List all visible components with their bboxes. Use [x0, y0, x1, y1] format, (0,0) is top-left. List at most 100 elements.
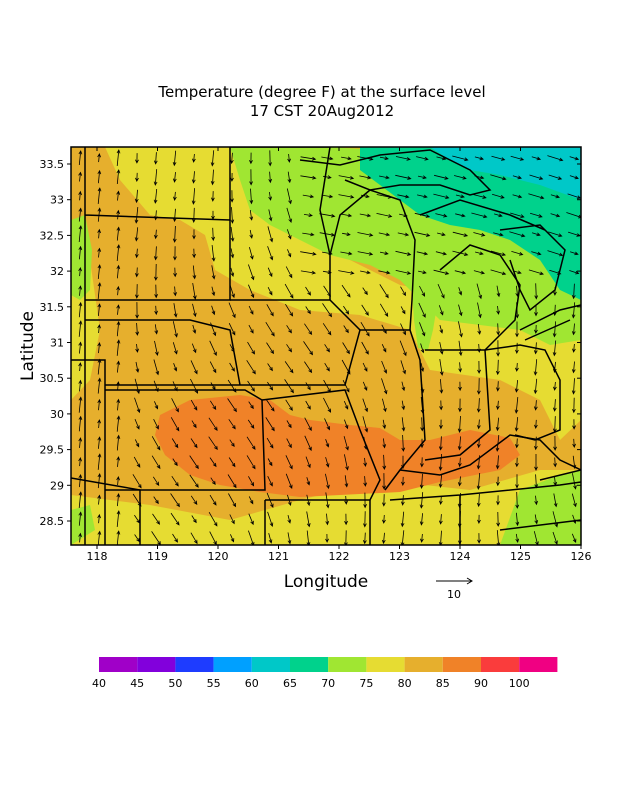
- wind-vector: [78, 285, 83, 296]
- temperature-field: [71, 147, 581, 545]
- wind-vector: [192, 283, 197, 300]
- wind-vector: [529, 212, 543, 218]
- wind-vector: [211, 191, 215, 202]
- wind-vector: [322, 270, 332, 275]
- wind-vector: [227, 398, 237, 413]
- wind-vector: [208, 436, 218, 451]
- wind-vector: [230, 190, 234, 203]
- wind-vector: [192, 265, 197, 280]
- wind-vector: [340, 213, 353, 218]
- wind-vector: [172, 533, 178, 543]
- wind-vector: [246, 455, 256, 470]
- wind-vector: [528, 193, 545, 200]
- wind-vector: [209, 494, 217, 506]
- wind-vector: [420, 362, 425, 373]
- y-tick-label: 29: [50, 479, 64, 492]
- wind-vector: [515, 342, 519, 355]
- wind-vector: [534, 324, 538, 334]
- wind-vector: [515, 362, 519, 372]
- wind-vector: [361, 341, 369, 355]
- wind-vector: [571, 323, 576, 336]
- wind-vector: [362, 398, 368, 413]
- wind-vector: [173, 303, 178, 318]
- wind-vector: [266, 492, 274, 508]
- boundary-michigan: [419, 199, 546, 351]
- wind-vector: [97, 398, 102, 411]
- wind-vector: [344, 495, 348, 505]
- wind-vector: [97, 207, 102, 222]
- wind-vector: [515, 285, 520, 298]
- wind-vector: [134, 189, 139, 204]
- wind-vector: [439, 495, 443, 506]
- wind-vector: [495, 434, 500, 452]
- wind-vector: [153, 169, 158, 186]
- wind-vector: [395, 270, 412, 275]
- boundary-illinois: [360, 329, 426, 491]
- wind-vector: [151, 436, 161, 451]
- wind-vector: [209, 361, 217, 374]
- wind-vector: [457, 436, 462, 451]
- wind-vector: [97, 436, 102, 449]
- wind-vector: [78, 473, 83, 488]
- wind-vector: [571, 533, 577, 544]
- wind-vector: [172, 208, 177, 223]
- wind-vector: [134, 514, 141, 524]
- wind-vector: [116, 244, 121, 262]
- colorbar-swatch: [290, 657, 329, 672]
- wind-vector: [266, 342, 274, 355]
- wind-vector: [496, 476, 500, 487]
- wind-vector: [172, 225, 177, 243]
- wind-vector: [381, 344, 387, 353]
- wind-vector: [439, 379, 444, 394]
- wind-vector: [395, 250, 412, 256]
- wind-vector: [210, 382, 216, 391]
- wind-vector: [325, 473, 330, 490]
- wind-vector: [190, 438, 198, 449]
- wind-vector: [134, 378, 140, 395]
- wind-vector: [458, 287, 463, 296]
- wind-vector: [97, 264, 102, 279]
- wind-vector: [512, 175, 522, 180]
- wind-vector: [286, 438, 292, 449]
- wind-vector: [418, 302, 426, 318]
- wind-vector: [397, 194, 410, 199]
- wind-vector: [458, 457, 462, 468]
- wind-vector: [379, 156, 389, 161]
- wind-vector: [306, 530, 311, 545]
- wind-vector: [152, 513, 161, 525]
- wind-vector: [211, 210, 215, 221]
- wind-vector: [135, 302, 139, 319]
- wind-vector: [571, 378, 576, 395]
- wind-vector: [569, 175, 579, 180]
- colorbar-label: 85: [436, 677, 450, 690]
- wind-vector: [173, 191, 177, 202]
- wind-vector: [552, 416, 557, 433]
- wind-vector: [248, 530, 255, 545]
- wind-vector: [473, 270, 486, 275]
- wind-vector: [491, 193, 505, 199]
- wind-vector: [439, 324, 444, 334]
- wind-vector: [208, 512, 218, 527]
- colorbar-label: 45: [130, 677, 144, 690]
- y-tick-label: 33.5: [40, 158, 65, 171]
- wind-vector: [78, 379, 83, 392]
- wind-vector: [229, 344, 235, 353]
- colorbar-swatch: [328, 657, 367, 672]
- wind-vector: [247, 419, 255, 429]
- wind-vector: [439, 400, 443, 411]
- wind-vector: [230, 226, 235, 242]
- wind-vector: [227, 474, 237, 489]
- wind-vector: [363, 492, 367, 509]
- wind-vector: [286, 420, 292, 429]
- wind-vector: [395, 174, 412, 180]
- wind-vector: [97, 324, 101, 334]
- wind-vector: [572, 473, 577, 490]
- wind-vector: [534, 454, 538, 471]
- wind-vector: [382, 514, 386, 524]
- wind-vector: [208, 417, 218, 431]
- wind-vector: [170, 493, 180, 508]
- wind-vector: [135, 361, 140, 373]
- wind-vector: [363, 436, 368, 450]
- wind-vector: [476, 283, 482, 300]
